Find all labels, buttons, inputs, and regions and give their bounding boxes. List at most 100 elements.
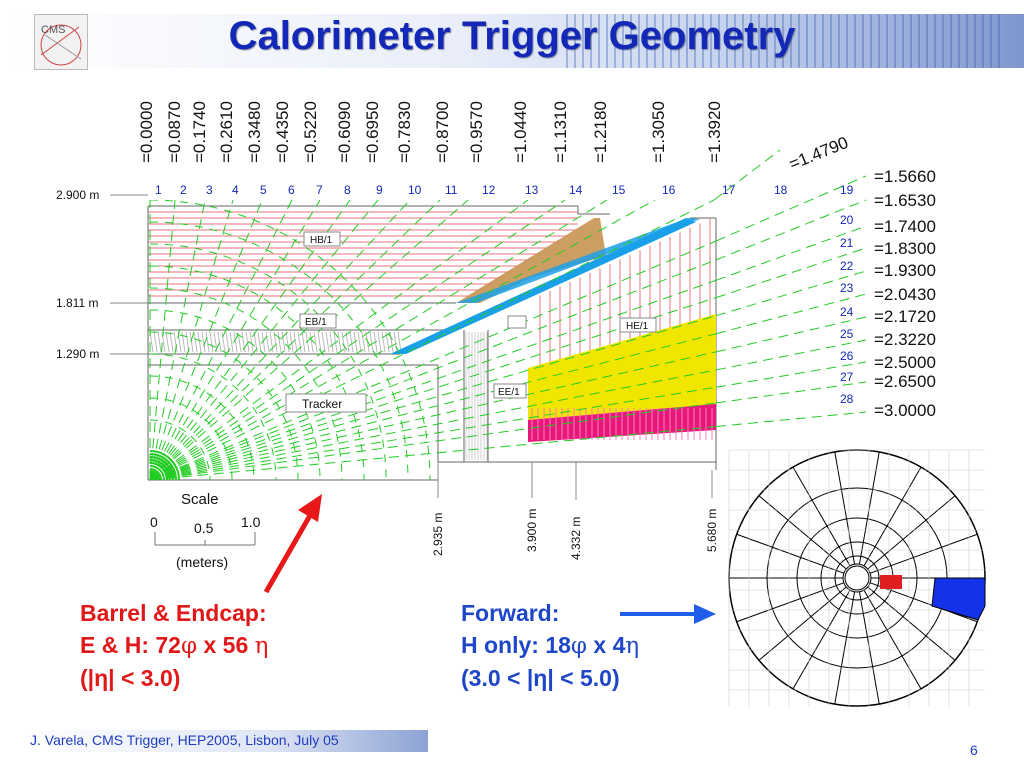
tower-number: 11 bbox=[445, 183, 458, 197]
hb-region bbox=[148, 211, 578, 297]
page-title: Calorimeter Trigger Geometry bbox=[228, 14, 796, 58]
eb-crystal-line bbox=[189, 331, 194, 353]
z-label: 4.332 m bbox=[569, 517, 583, 560]
eta-top-label: =0.9570 bbox=[467, 101, 486, 163]
svg-text:CMS: CMS bbox=[41, 24, 65, 36]
barrel-note-line3: (|η| < 3.0) bbox=[80, 665, 181, 691]
tracker-arc bbox=[149, 265, 365, 480]
phi-symbol: φ bbox=[570, 633, 588, 659]
eb-crystal-line bbox=[377, 331, 382, 353]
scale-half: 0.5 bbox=[194, 520, 214, 536]
eta-boundary-line bbox=[149, 426, 716, 480]
tracker-arc bbox=[149, 221, 409, 480]
radius-label: 2.900 m bbox=[56, 188, 99, 202]
tower-number: 24 bbox=[840, 305, 854, 319]
eta-symbol: η bbox=[625, 633, 640, 659]
eb-crystal-line bbox=[361, 331, 366, 353]
eta-right-label: =2.6500 bbox=[874, 372, 936, 391]
barrel-arrow bbox=[263, 494, 322, 594]
eb-crystal-line bbox=[305, 331, 310, 353]
eta-top-label: =1.0440 bbox=[511, 101, 530, 163]
disk-phi-line bbox=[867, 495, 956, 570]
eta-boundary-line bbox=[149, 200, 351, 480]
radius-labels: 2.900 m 1.811 m 1.290 m bbox=[56, 188, 148, 361]
eta-boundary-line-outer bbox=[715, 339, 867, 371]
eta-boundary-line bbox=[149, 200, 321, 480]
disk-phi-line bbox=[869, 582, 978, 623]
tower-number: 20 bbox=[840, 213, 854, 227]
eta-top-label: =0.4350 bbox=[273, 101, 292, 163]
eta-boundary-line bbox=[149, 200, 293, 480]
scale-bar: Scale 0 0.5 1.0 (meters) bbox=[150, 491, 261, 570]
eta-boundary-line-outer bbox=[713, 149, 781, 201]
disk-phi-line bbox=[834, 451, 856, 565]
he-wedge bbox=[456, 218, 606, 303]
eb-crystal-line bbox=[397, 331, 402, 353]
cms-logo-graphic: CMS bbox=[40, 24, 82, 66]
eta-top-label: =0.1740 bbox=[190, 101, 209, 163]
barrel-endcap-note: Barrel & Endcap: E & H: 72φ x 56 η (|η| … bbox=[80, 597, 268, 694]
eb-crystal-line bbox=[357, 331, 362, 353]
eb-crystal-line bbox=[349, 331, 354, 353]
tower-number: 13 bbox=[525, 183, 539, 197]
hb-label: HB/1 bbox=[310, 235, 333, 246]
eb-crystal-line bbox=[217, 331, 222, 353]
tracker-arcs bbox=[149, 200, 431, 480]
tower-number: 15 bbox=[612, 183, 626, 197]
tracker-arc bbox=[149, 375, 255, 480]
eta-boundary-line bbox=[149, 402, 716, 480]
eta-boundary-line bbox=[149, 200, 656, 480]
eta-right-label: =1.7400 bbox=[874, 217, 936, 236]
eta-boundary-line bbox=[149, 200, 529, 480]
eta-boundary-line-outer bbox=[715, 316, 867, 353]
eta-top-label: =0.0870 bbox=[165, 101, 184, 163]
eb-crystal-line bbox=[225, 331, 230, 353]
eta-boundary-line bbox=[149, 315, 716, 480]
tower-number: 5 bbox=[260, 183, 267, 197]
eta-boundary-line bbox=[149, 200, 234, 480]
barrel-endcap-crack-upper bbox=[456, 218, 700, 303]
phi-symbol: φ bbox=[180, 633, 198, 659]
tracker-box bbox=[285, 393, 367, 413]
eta-right-label: =2.1720 bbox=[874, 307, 936, 326]
tower-number: 6 bbox=[288, 183, 295, 197]
tower-number: 2 bbox=[180, 183, 187, 197]
eta-top-label: =0.7830 bbox=[395, 101, 414, 163]
tower-number: 28 bbox=[840, 392, 854, 406]
eta-boundary-line-outer bbox=[715, 225, 867, 281]
scale-title: Scale bbox=[181, 491, 219, 508]
tower-number: 1 bbox=[155, 183, 162, 197]
eb-crystal-line bbox=[261, 331, 266, 353]
forward-note-line3: (3.0 < |η| < 5.0) bbox=[461, 665, 620, 691]
he-label: HE/1 bbox=[626, 321, 649, 332]
disk-ring bbox=[834, 555, 880, 601]
tower-number: 12 bbox=[482, 183, 496, 197]
disk-phi-line bbox=[792, 589, 851, 690]
eta-right-label: =1.6530 bbox=[874, 191, 936, 210]
ee-box bbox=[493, 383, 527, 399]
eb-crystal-line bbox=[209, 331, 214, 353]
page-number: 6 bbox=[970, 742, 978, 758]
header-stripes bbox=[560, 14, 1000, 68]
tower-number: 23 bbox=[840, 281, 854, 295]
sub-detector-boxes: HB/1 EB/1 HE/1 EE/1 Tracker bbox=[285, 231, 657, 413]
eta-boundary-line bbox=[149, 369, 716, 480]
eb-crystal-line bbox=[285, 331, 290, 353]
eb-crystal-line bbox=[281, 331, 286, 353]
eb-crystal-line bbox=[229, 331, 234, 353]
eta-boundary-line bbox=[149, 386, 716, 480]
disk-red-cell bbox=[880, 575, 902, 589]
eb-crystal-line bbox=[297, 331, 302, 353]
eta-diagonal-label: =1.4790 bbox=[786, 133, 851, 174]
eb-crystal-line bbox=[241, 331, 246, 353]
tracker-arc bbox=[149, 462, 168, 480]
tracker-arc bbox=[149, 309, 321, 480]
eb-crystal-line bbox=[169, 331, 174, 353]
eb-crystal-line bbox=[345, 331, 350, 353]
tracker-arc bbox=[149, 450, 180, 480]
hb-box bbox=[303, 231, 341, 247]
eta-boundary-line bbox=[149, 200, 263, 480]
tower-number: 18 bbox=[774, 183, 788, 197]
disk-phi-line bbox=[736, 533, 845, 574]
disk-phi-line bbox=[736, 582, 845, 623]
